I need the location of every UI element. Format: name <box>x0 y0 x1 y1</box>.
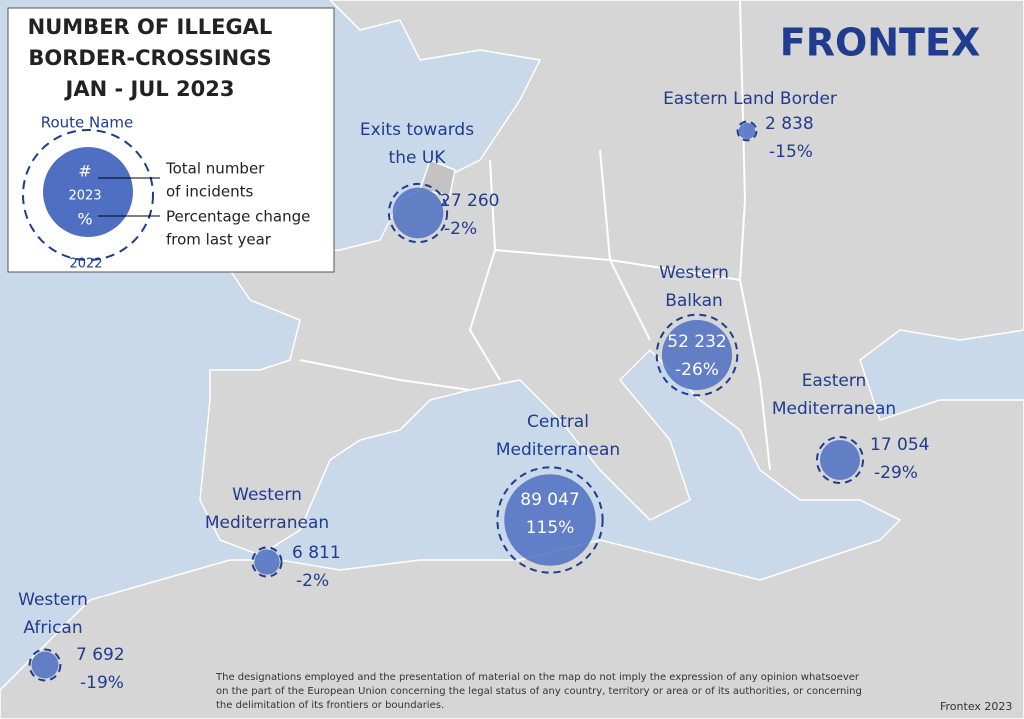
legend-2022-circle <box>22 129 154 261</box>
route-2022-circle <box>496 466 604 574</box>
route-name: African <box>23 618 82 638</box>
route-name: Eastern Land Border <box>663 89 837 109</box>
disclaimer: The designations employed and the presen… <box>215 672 860 683</box>
legend-year: 2023 <box>68 189 101 204</box>
route-2022-circle <box>251 546 283 578</box>
route-2022-circle <box>815 435 865 485</box>
route-2022-circle <box>736 120 758 142</box>
route-circle <box>738 122 756 140</box>
route-2022-circle <box>387 182 449 244</box>
route-change: -29% <box>874 463 918 483</box>
legend-change: % <box>77 210 92 229</box>
route-2022-circle <box>655 313 739 397</box>
route-change: 115% <box>526 518 575 538</box>
legend-note: Percentage change <box>166 208 310 226</box>
route-2022-circle <box>28 648 62 682</box>
route-name: Western <box>232 485 302 505</box>
route-name: Western <box>18 590 88 610</box>
credit: Frontex 2023 <box>940 700 1012 713</box>
route-circle <box>819 439 861 481</box>
disclaimer: on the part of the European Union concer… <box>216 686 862 697</box>
route-name: Balkan <box>665 291 723 311</box>
disclaimer: the delimitation of its frontiers or bou… <box>216 700 444 711</box>
title: BORDER-CROSSINGS <box>28 46 271 70</box>
route-change: -19% <box>80 673 124 693</box>
route-name: the UK <box>389 148 447 168</box>
route-circle <box>661 319 733 391</box>
legend-route-name: Route Name <box>41 114 134 132</box>
legend-box <box>7 7 335 273</box>
legend-previous-year: 2022 <box>69 257 102 272</box>
legend-2023-circle <box>43 147 133 237</box>
route-change: -15% <box>769 142 813 162</box>
route-count: 89 047 <box>520 490 579 510</box>
title: NUMBER OF ILLEGAL <box>28 15 273 39</box>
legend-note: Total number <box>165 160 265 178</box>
route-count: 52 232 <box>667 332 726 352</box>
route-circle <box>392 187 444 239</box>
route-name: Mediterranean <box>205 513 329 533</box>
route-name: Mediterranean <box>772 399 896 419</box>
logo: FRONTEX <box>780 21 981 65</box>
route-count: 7 692 <box>76 645 125 665</box>
route-name: Exits towards <box>360 120 474 140</box>
route-change: -26% <box>675 360 719 380</box>
route-change: -2% <box>296 571 329 591</box>
route-circle <box>254 549 280 575</box>
route-count: 6 811 <box>292 543 341 563</box>
route-name: Eastern <box>802 371 867 391</box>
legend-note: from last year <box>166 231 272 249</box>
route-count: 27 260 <box>440 191 499 211</box>
legend-count: # <box>78 162 91 181</box>
legend-note: of incidents <box>166 183 253 201</box>
route-circle <box>504 474 596 566</box>
route-name: Mediterranean <box>496 440 620 460</box>
route-count: 2 838 <box>765 114 814 134</box>
route-count: 17 054 <box>870 435 929 455</box>
title: JAN - JUL 2023 <box>64 77 235 101</box>
route-change: -2% <box>444 219 477 239</box>
route-name: Western <box>659 263 729 283</box>
route-name: Central <box>527 412 589 432</box>
route-circle <box>31 651 59 679</box>
